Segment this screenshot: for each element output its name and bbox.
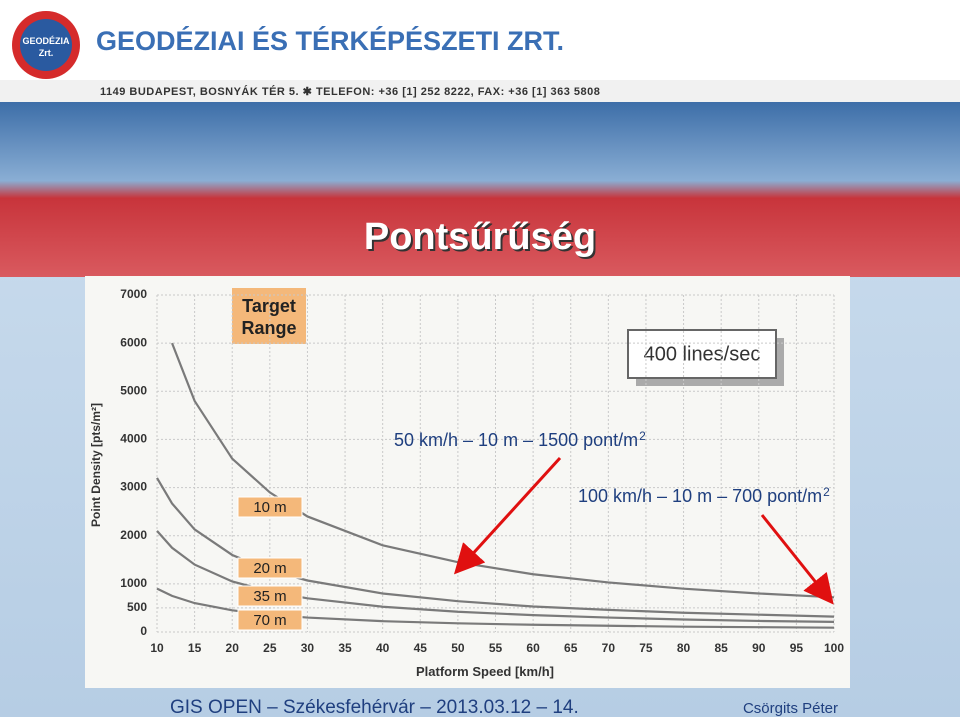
y-tick-label: 1000 [120,576,147,590]
annotation: 100 km/h – 10 m – 700 pont/m [578,486,822,506]
x-tick-label: 55 [489,641,503,655]
y-tick-label: 4000 [120,432,147,446]
title-shadow: Pontsűrűség [366,218,598,260]
annotation-sup: 2 [823,485,830,499]
badge: 400 lines/sec [644,343,761,365]
y-tick-label: 3000 [120,480,147,494]
x-tick-label: 85 [714,641,728,655]
x-tick-label: 70 [602,641,616,655]
x-axis-label: Platform Speed [km/h] [416,664,554,679]
x-tick-label: 45 [414,641,428,655]
series-line [156,587,835,629]
legend-box [237,609,303,631]
legend-label: 35 m [253,588,286,605]
y-tick-label: 6000 [120,335,147,349]
x-tick-label: 65 [564,641,578,655]
x-tick-label: 30 [301,641,315,655]
x-tick-label: 25 [263,641,277,655]
x-tick-label: 90 [752,641,766,655]
x-tick-label: 20 [226,641,240,655]
x-tick-label: 35 [338,641,352,655]
annotation: 50 km/h – 10 m – 1500 pont/m [394,430,638,450]
footer-left: GIS OPEN – Székesfehérvár – 2013.03.12 –… [170,697,579,717]
x-tick-label: 100 [824,641,844,655]
target-box [232,288,306,344]
y-tick-label: 0 [140,624,147,638]
legend-box [237,496,303,518]
footer-right: Csörgits Péter [743,700,838,717]
x-tick-label: 40 [376,641,390,655]
x-tick-label: 75 [639,641,653,655]
legend-label: 20 m [253,560,286,577]
y-tick-label: 2000 [120,528,147,542]
logo-text: GEODÉZIA [22,36,70,46]
logo-globe [20,19,72,71]
legend-box [237,557,303,579]
legend-label: 70 m [253,612,286,629]
y-tick-label: 7000 [120,287,147,301]
x-tick-label: 10 [150,641,164,655]
company-name: GEODÉZIAI ÉS TÉRKÉPÉSZETI ZRT. [96,25,564,56]
legend-label: 10 m [253,499,286,516]
badge-frame [627,329,777,379]
legend-box [237,585,303,607]
banner [0,102,960,277]
x-tick-label: 15 [188,641,202,655]
target-range: Target Range [241,296,296,338]
address: 1149 BUDAPEST, BOSNYÁK TÉR 5. ✱ TELEFON:… [100,85,600,98]
annotation-arrow [760,514,834,605]
x-tick-label: 60 [526,641,540,655]
y-axis-label: Point Density [pts/m²] [89,403,103,527]
x-tick-label: 95 [790,641,804,655]
annotation-arrow [453,456,562,575]
slide-title: Pontsűrűség [364,216,596,258]
header-band [0,0,960,80]
series-line [156,530,835,623]
y-tick-label: 500 [127,600,147,614]
y-tick-label: 5000 [120,383,147,397]
series-line [156,477,835,618]
annotation-sup: 2 [639,429,646,443]
address-band [0,80,960,102]
x-tick-label: 80 [677,641,691,655]
series-line [171,342,835,599]
x-tick-label: 50 [451,641,465,655]
logo-sub: Zrt. [39,48,54,58]
